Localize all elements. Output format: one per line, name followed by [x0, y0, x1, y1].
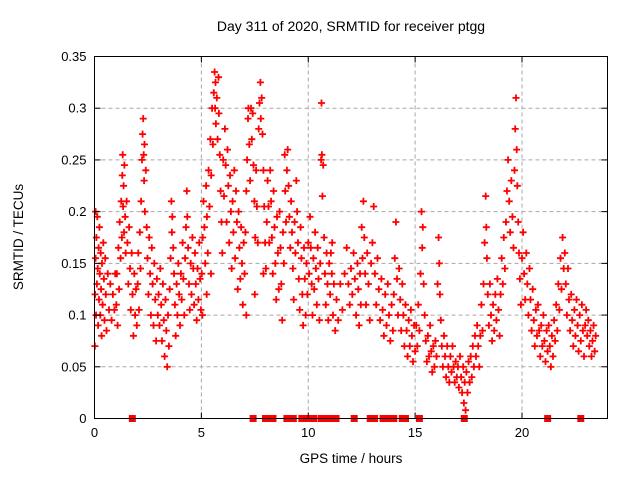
y-tick-label: 0.25 — [61, 152, 86, 167]
x-tick-label: 20 — [515, 425, 529, 440]
tick-labels: 0 5 10 15 20 0 0.05 0.1 0.15 0.2 0.25 0.3 0.35 — [61, 49, 529, 440]
y-tick-label: 0.2 — [68, 204, 86, 219]
axis-ticks — [94, 56, 608, 419]
y-tick-label: 0.3 — [68, 101, 86, 116]
x-tick-label: 0 — [91, 425, 98, 440]
x-tick-label: 15 — [408, 425, 422, 440]
chart-title: Day 311 of 2020, SRMTID for receiver ptg… — [217, 18, 485, 34]
y-axis-label: SRMTID / TECUs — [11, 184, 26, 291]
x-axis-label: GPS time / hours — [300, 451, 403, 466]
y-tick-label: 0 — [79, 411, 86, 426]
x-tick-label: 5 — [198, 425, 205, 440]
x-tick-label: 10 — [301, 425, 315, 440]
y-tick-label: 0.15 — [61, 256, 86, 271]
y-tick-label: 0.35 — [61, 49, 86, 64]
grid-lines — [94, 56, 608, 419]
plot-border — [94, 56, 608, 419]
data-points — [91, 68, 600, 414]
y-tick-label: 0.1 — [68, 308, 86, 323]
y-tick-label: 0.05 — [61, 359, 86, 374]
